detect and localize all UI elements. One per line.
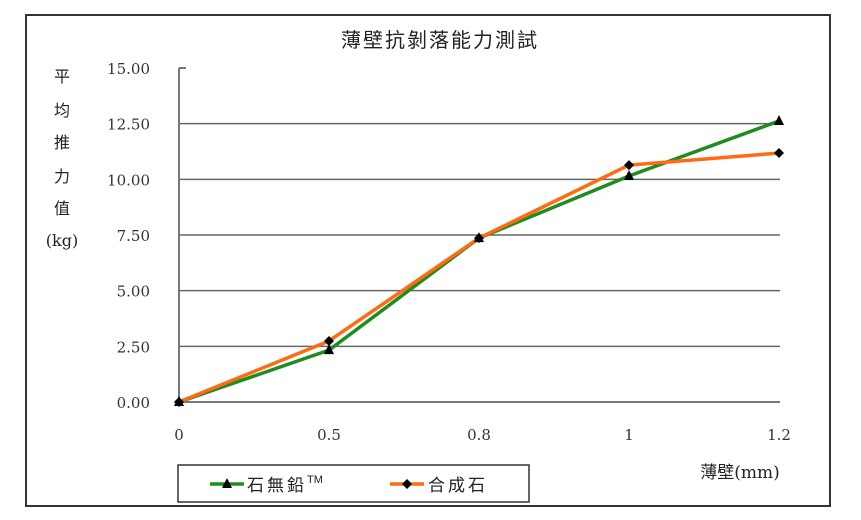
y-tick-label: 10.00	[107, 171, 150, 189]
x-axis-ticks: 0 0.5 0.8 1 1.2	[174, 426, 791, 444]
diamond-marker	[174, 397, 184, 407]
diamond-marker	[402, 479, 412, 489]
legend-item: 合成石	[390, 476, 488, 496]
triangle-marker	[624, 169, 634, 180]
triangle-marker	[774, 114, 784, 125]
diamond-marker	[474, 233, 484, 244]
svg-text:平: 平	[54, 67, 70, 86]
legend-label: 石無鉛TM	[247, 474, 323, 496]
diamond-marker	[324, 335, 334, 346]
x-tick-label: 0.8	[467, 426, 491, 444]
y-axis-ticks: 0.00 2.50 5.00 7.50 10.00 12.50 15.00	[107, 60, 150, 412]
series-diamond	[178, 151, 780, 404]
legend-item: 石無鉛TM	[210, 474, 323, 496]
svg-text:均: 均	[54, 101, 70, 120]
x-tick-label: 1	[624, 426, 634, 444]
svg-text:推: 推	[54, 133, 70, 152]
y-tick-label: 12.50	[107, 116, 150, 134]
chart-title: 薄壁抗剝落能力測試	[341, 28, 539, 52]
x-tick-label: 0.5	[317, 426, 341, 444]
y-tick-label: 15.00	[107, 60, 150, 78]
legend: 石無鉛TM 合成石	[177, 464, 530, 503]
svg-text:(kg): (kg)	[46, 231, 78, 250]
y-tick-label: 0.00	[117, 394, 150, 412]
series-triangle	[178, 119, 780, 404]
x-tick-label: 1.2	[767, 426, 791, 444]
diamond-marker	[624, 160, 634, 171]
y-tick-label: 2.50	[117, 338, 150, 356]
svg-text:值: 值	[54, 199, 70, 218]
triangle-marker	[222, 478, 232, 488]
data-series	[174, 114, 784, 407]
svg-text:力: 力	[54, 167, 70, 186]
y-tick-label: 5.00	[117, 283, 150, 301]
triangle-marker	[324, 344, 334, 355]
x-tick-label: 0	[174, 426, 184, 444]
y-tick-label: 7.50	[117, 227, 150, 245]
diamond-marker	[774, 148, 784, 159]
chart-frame	[25, 14, 831, 507]
x-axis-label: 薄壁(mm)	[700, 463, 780, 483]
legend-label: 合成石	[428, 476, 488, 496]
